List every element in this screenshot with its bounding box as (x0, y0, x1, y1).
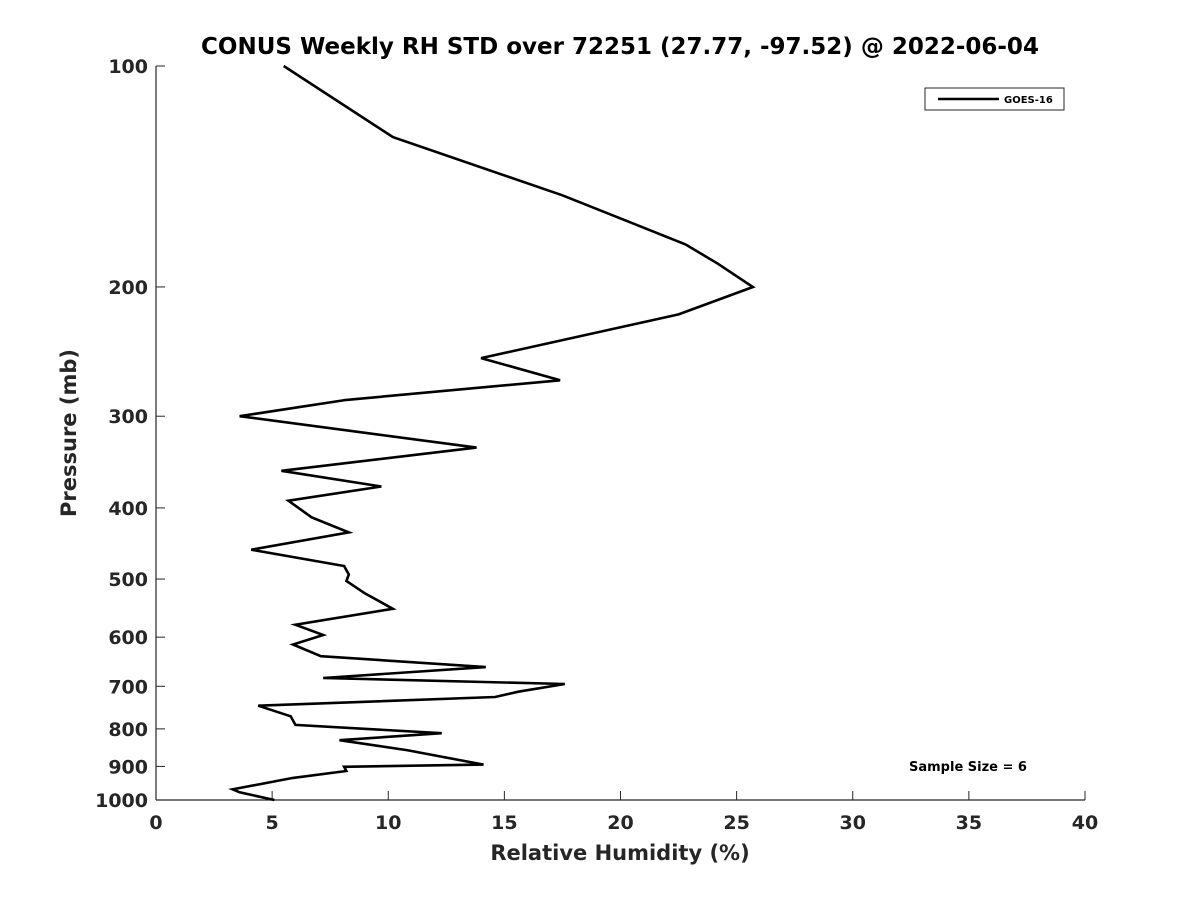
x-tick-label: 20 (607, 812, 633, 834)
series-line-goes-16 (228, 64, 756, 802)
x-tick-label: 10 (375, 812, 401, 834)
x-tick-label: 40 (1072, 812, 1098, 834)
series-layer (228, 64, 756, 802)
y-tick-label: 200 (108, 277, 148, 299)
y-tick-label: 600 (108, 627, 148, 649)
y-axis-label: Pressure (mb) (57, 349, 81, 517)
legend-label-goes-16: GOES-16 (1004, 95, 1053, 106)
y-tick-label: 400 (108, 498, 148, 520)
x-axis-label: Relative Humidity (%) (490, 841, 749, 865)
legend: GOES-16 (924, 87, 1065, 111)
chart-title: CONUS Weekly RH STD over 72251 (27.77, -… (201, 34, 1039, 60)
x-tick-label: 30 (840, 812, 866, 834)
x-ticks-group: 0 5 10 15 20 25 30 35 40 (149, 791, 1098, 834)
y-tick-label: 800 (108, 719, 148, 741)
y-tick-label: 500 (108, 569, 148, 591)
y-ticks-group: 100 200 300 400 500 600 700 800 900 1000 (95, 56, 165, 812)
y-tick-label: 900 (108, 756, 148, 778)
x-tick-label: 15 (491, 812, 517, 834)
y-tick-label: 700 (108, 676, 148, 698)
y-tick-label: 300 (108, 406, 148, 428)
x-tick-label: 5 (266, 812, 279, 834)
x-tick-label: 25 (723, 812, 749, 834)
y-tick-label: 100 (108, 56, 148, 78)
x-tick-label: 35 (956, 812, 982, 834)
x-tick-label: 0 (149, 812, 162, 834)
y-tick-label: 1000 (95, 790, 148, 812)
sample-size-annotation: Sample Size = 6 (909, 760, 1027, 775)
